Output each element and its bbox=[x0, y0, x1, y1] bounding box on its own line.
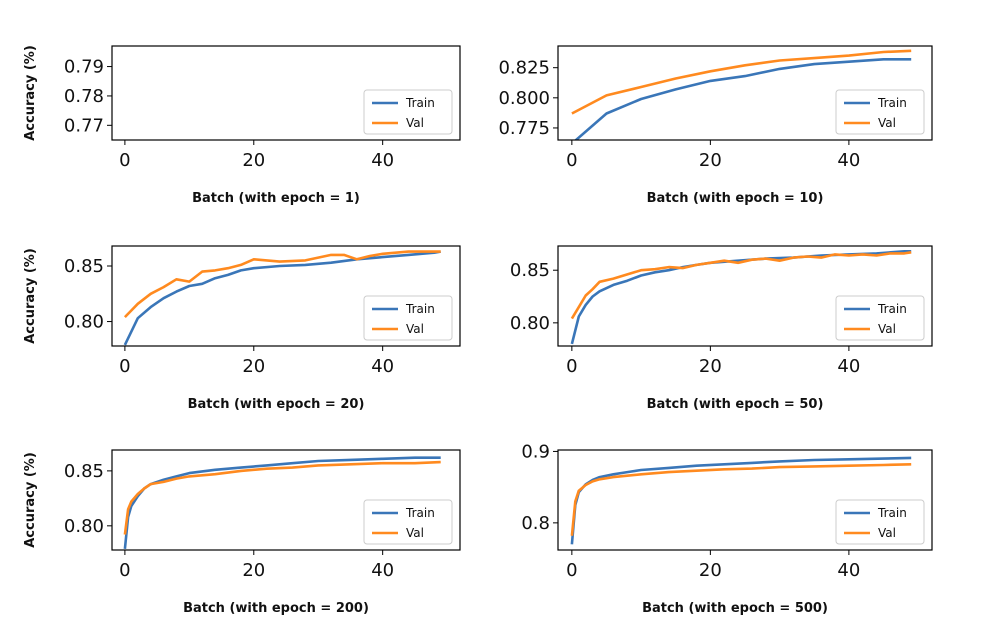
y-tick-label: 0.85 bbox=[64, 256, 104, 277]
y-tick-label: 0.9 bbox=[521, 441, 550, 462]
legend: Train Val bbox=[363, 295, 453, 341]
chart-svg: 0.80 0.85 0 20 40 Accuracy (%) Batch (with epo… bbox=[23, 449, 461, 616]
x-tick-label: 0 bbox=[119, 560, 130, 581]
x-tick-label: 40 bbox=[371, 150, 394, 171]
series-line-val bbox=[123, 460, 441, 535]
x-tick-label: 40 bbox=[837, 560, 860, 581]
x-tick-label: 20 bbox=[699, 150, 722, 171]
plot-frame bbox=[557, 449, 933, 551]
y-tick-label: 0.80 bbox=[64, 312, 104, 333]
legend-label-train: Train bbox=[405, 302, 435, 316]
x-tick-label: 0 bbox=[566, 560, 577, 581]
x-axis-label: Batch (with epoch = 20) bbox=[188, 397, 365, 412]
legend-label-val: Val bbox=[406, 322, 424, 336]
series-line-val bbox=[123, 250, 441, 319]
series-line-val bbox=[571, 49, 912, 115]
plot-frame bbox=[557, 45, 933, 141]
y-axis-label: Accuracy (%) bbox=[23, 45, 38, 141]
chart-svg: 0.77 0.78 0.79 0 20 40 Accuracy (%) Batch (with… bbox=[23, 45, 461, 206]
x-axis-label: Batch (with epoch = 500) bbox=[642, 601, 828, 616]
y-tick-label: 0.85 bbox=[510, 260, 550, 281]
plot-frame bbox=[557, 245, 933, 347]
series-line-val bbox=[570, 251, 912, 320]
x-tick-label: 20 bbox=[242, 356, 265, 377]
x-tick-label: 40 bbox=[837, 150, 860, 171]
legend-label-train: Train bbox=[877, 506, 907, 520]
chart-panel: 0.77 0.78 0.79 0 20 40 Accuracy (%) Batch (with… bbox=[0, 30, 490, 230]
y-tick-label: 0.800 bbox=[498, 88, 550, 109]
x-tick-label: 40 bbox=[371, 560, 394, 581]
x-tick-label: 0 bbox=[119, 150, 130, 171]
legend-label-train: Train bbox=[877, 96, 907, 110]
y-tick-label: 0.77 bbox=[64, 115, 104, 136]
legend-label-train: Train bbox=[405, 506, 435, 520]
chart-svg: 0.80 0.85 0 20 40 Accuracy (%) Batch (with epo… bbox=[23, 245, 461, 412]
chart-panel: 0.80 0.85 0 20 40 Accuracy (%) Batch (with epo… bbox=[0, 232, 490, 432]
y-axis-label: Accuracy (%) bbox=[23, 248, 38, 344]
series-line-val bbox=[570, 463, 912, 536]
legend-label-val: Val bbox=[406, 116, 424, 130]
x-tick-label: 20 bbox=[699, 560, 722, 581]
plot-frame bbox=[111, 449, 461, 551]
legend-label-train: Train bbox=[405, 96, 435, 110]
legend: Train Val bbox=[363, 499, 453, 545]
x-tick-label: 20 bbox=[699, 356, 722, 377]
y-tick-label: 0.825 bbox=[498, 58, 550, 79]
legend-label-val: Val bbox=[406, 526, 424, 540]
chart-panel: 0.80 0.85 0 20 40 Accuracy (%) Batch (with epo… bbox=[0, 436, 490, 636]
y-tick-label: 0.8 bbox=[521, 513, 550, 534]
x-tick-label: 0 bbox=[119, 356, 130, 377]
x-axis-label: Batch (with epoch = 10) bbox=[647, 191, 824, 206]
x-tick-label: 0 bbox=[566, 356, 577, 377]
x-tick-label: 40 bbox=[371, 356, 394, 377]
legend: Train Val bbox=[363, 89, 453, 135]
x-axis-label: Batch (with epoch = 50) bbox=[647, 397, 824, 412]
series-line-train bbox=[123, 250, 441, 346]
y-axis-label: Accuracy (%) bbox=[23, 452, 38, 548]
y-tick-label: 0.78 bbox=[64, 86, 104, 107]
legend-label-val: Val bbox=[878, 116, 896, 130]
plot-frame bbox=[111, 45, 461, 141]
legend-label-val: Val bbox=[878, 322, 896, 336]
series-line-train bbox=[123, 456, 441, 550]
legend-label-train: Train bbox=[877, 302, 907, 316]
y-tick-label: 0.775 bbox=[498, 118, 550, 139]
x-tick-label: 20 bbox=[242, 560, 265, 581]
x-tick-label: 40 bbox=[837, 356, 860, 377]
legend: Train Val bbox=[835, 499, 925, 545]
y-tick-label: 0.79 bbox=[64, 57, 104, 78]
x-tick-label: 0 bbox=[566, 150, 577, 171]
legend: Train Val bbox=[835, 295, 925, 341]
y-tick-label: 0.85 bbox=[64, 461, 104, 482]
y-tick-label: 0.80 bbox=[510, 313, 550, 334]
y-tick-label: 0.80 bbox=[64, 516, 104, 537]
x-axis-label: Batch (with epoch = 200) bbox=[183, 601, 369, 616]
legend: Train Val bbox=[835, 89, 925, 135]
x-tick-label: 20 bbox=[242, 150, 265, 171]
series-line-train bbox=[574, 58, 912, 140]
plot-frame bbox=[111, 245, 461, 347]
legend-label-val: Val bbox=[878, 526, 896, 540]
x-axis-label: Batch (with epoch = 1) bbox=[192, 191, 360, 206]
